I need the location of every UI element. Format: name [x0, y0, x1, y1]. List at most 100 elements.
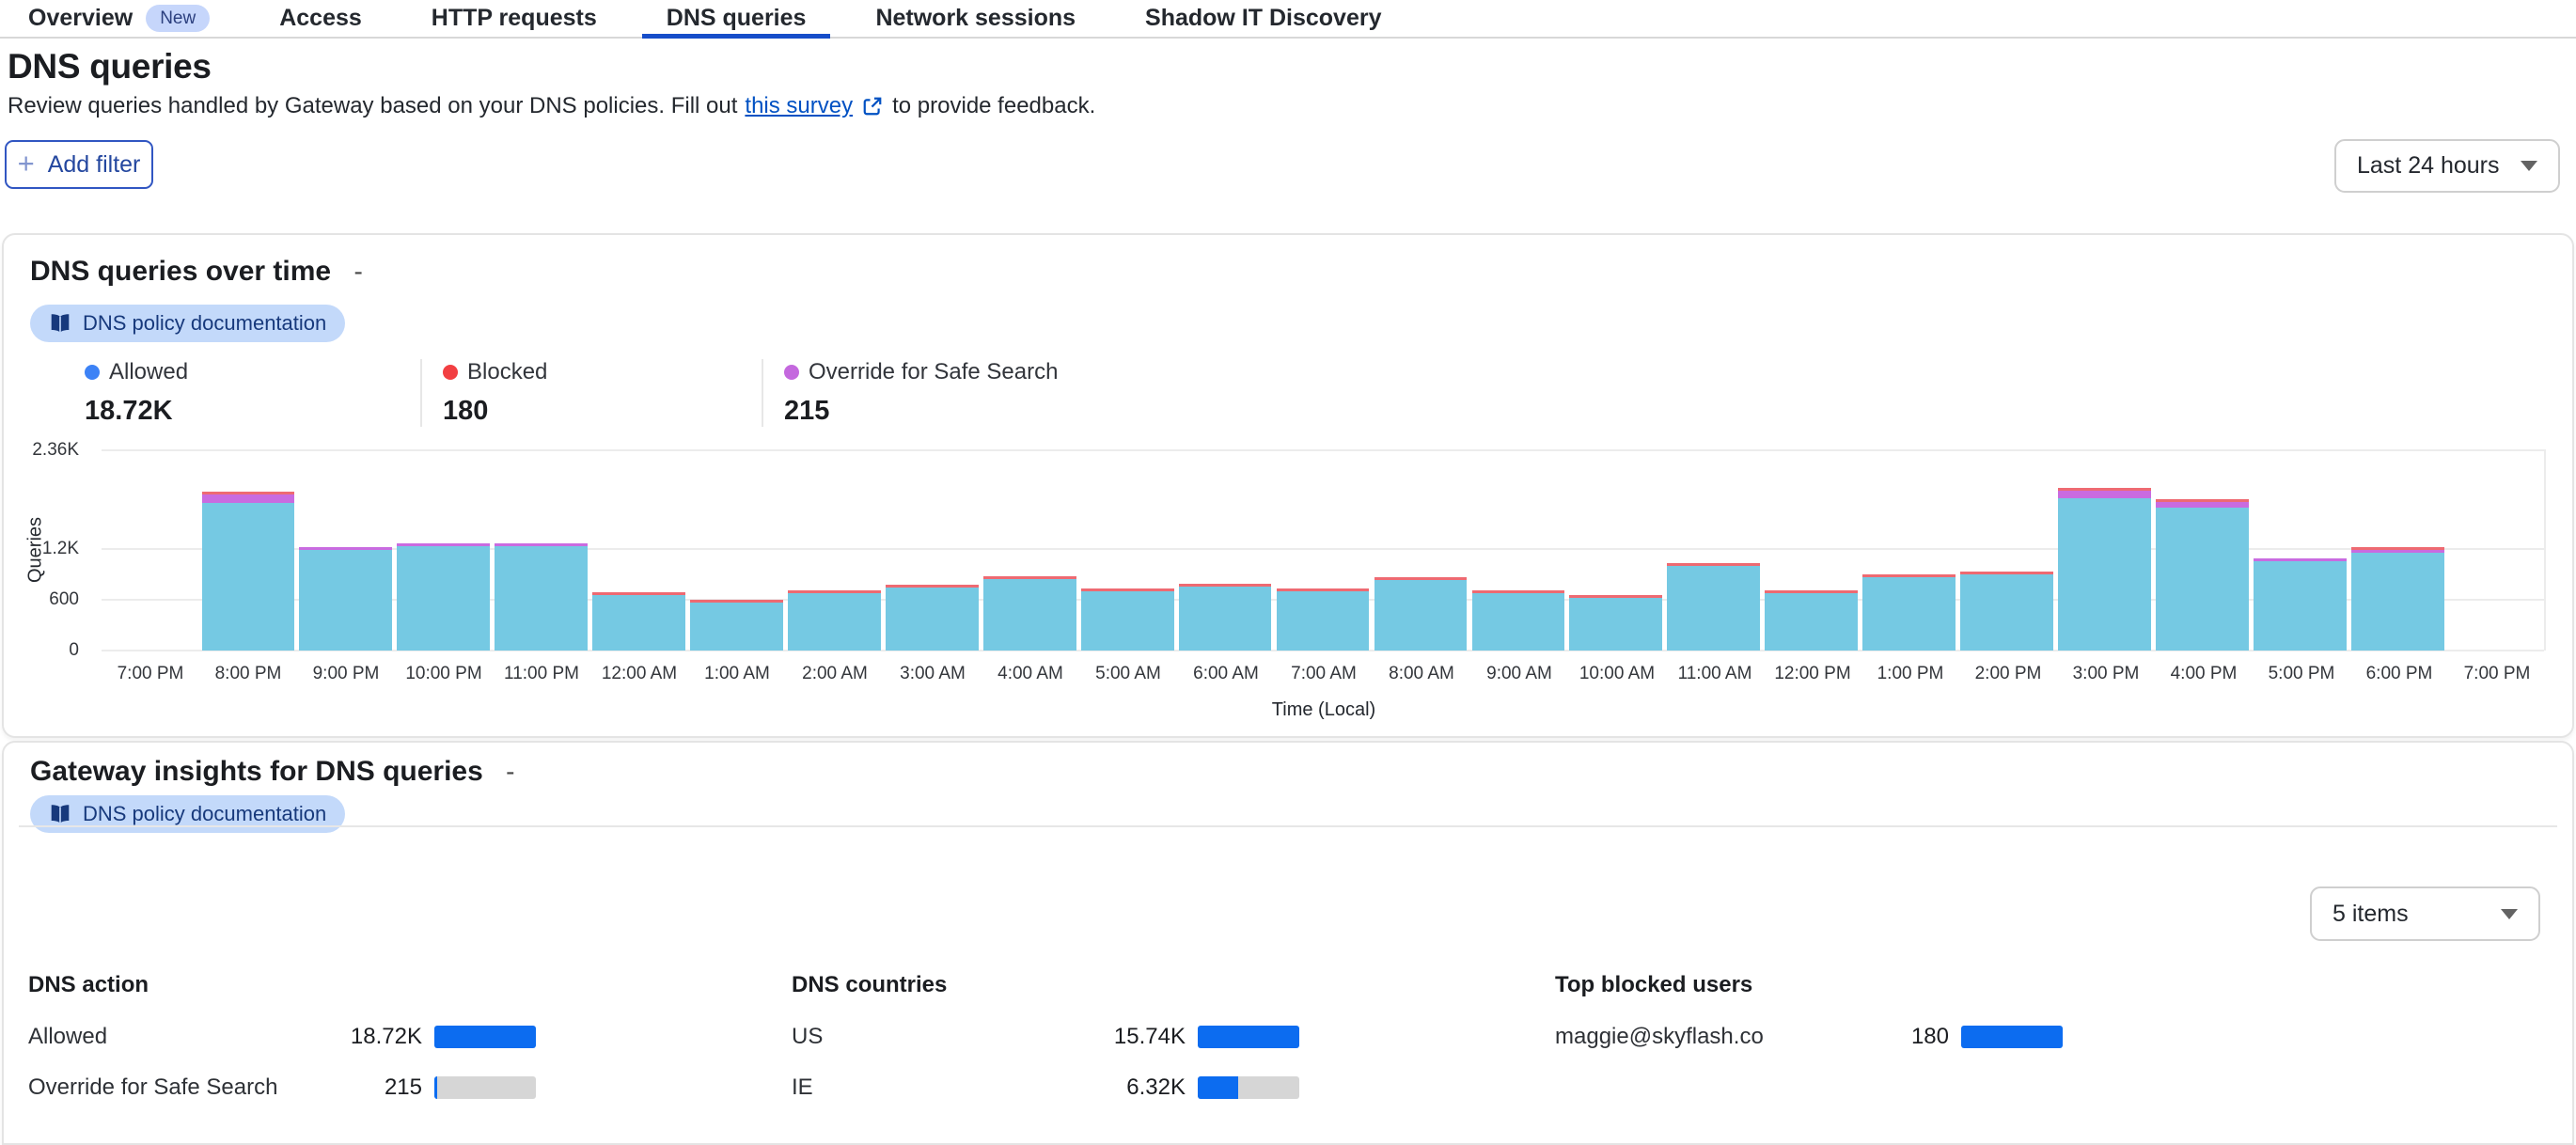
legend-label: Allowed: [109, 359, 189, 384]
stacked-bar[interactable]: [397, 543, 491, 651]
tab-access[interactable]: Access: [279, 0, 362, 37]
insight-column-dns-countries: DNS countries US 15.74K IE 6.32K: [792, 972, 1555, 1100]
row-value: 18.72K: [350, 1024, 422, 1049]
gridline: [102, 448, 2544, 451]
bar-segment-blocked: [982, 575, 1076, 579]
stacked-bar[interactable]: [2350, 547, 2444, 651]
dns-policy-doc-badge[interactable]: DNS policy documentation: [30, 305, 346, 343]
chart-slot: [199, 449, 297, 651]
bar-segment-allowed: [2058, 497, 2151, 651]
external-link-icon: [862, 96, 883, 117]
tab-http-requests[interactable]: HTTP requests: [432, 0, 597, 37]
insight-column-top-blocked-users: Top blocked users maggie@skyflash.co 180: [1555, 972, 2318, 1100]
stacked-bar[interactable]: [788, 589, 881, 651]
row-bar-fill: [434, 1026, 536, 1048]
bar-segment-blocked: [1276, 588, 1370, 592]
x-tick-label: 2:00 AM: [802, 664, 868, 683]
chart-slot: [688, 449, 786, 651]
legend-entry: Override for Safe Search: [784, 359, 1058, 385]
insight-row[interactable]: US 15.74K: [792, 1024, 1299, 1049]
stacked-bar[interactable]: [2253, 557, 2347, 651]
column-header: DNS countries: [792, 972, 948, 997]
x-tick-label: 3:00 PM: [2072, 664, 2140, 683]
x-tick-label: 1:00 PM: [1877, 664, 1944, 683]
chart-slot: [2348, 449, 2446, 651]
legend-label: Blocked: [467, 359, 548, 384]
stacked-bar[interactable]: [1862, 573, 1956, 651]
chart-slot: [1665, 449, 1763, 651]
tab-shadow-it-discovery[interactable]: Shadow IT Discovery: [1145, 0, 1381, 37]
x-tick-label: 2:00 PM: [1974, 664, 2042, 683]
row-bar-track: [1961, 1026, 2063, 1048]
stacked-bar[interactable]: [495, 542, 588, 651]
bar-segment-allowed: [201, 502, 295, 651]
x-tick-label: 4:00 PM: [2170, 664, 2238, 683]
stacked-bar[interactable]: [982, 575, 1076, 651]
gridline: [102, 650, 2544, 651]
stacked-bar[interactable]: [299, 547, 393, 651]
stacked-bar[interactable]: [1667, 562, 1761, 651]
chart-slot: [395, 449, 493, 651]
stacked-bar[interactable]: [1569, 595, 1663, 651]
card-title: DNS queries over time -: [30, 256, 363, 288]
bar-segment-blocked: [2058, 488, 2151, 492]
column-header: DNS action: [28, 972, 149, 997]
stacked-bar[interactable]: [2058, 488, 2151, 651]
bar-segment-allowed: [788, 592, 881, 651]
chart-slot: [1274, 449, 1372, 651]
x-tick-label: 6:00 PM: [2365, 664, 2433, 683]
stacked-bar[interactable]: [592, 591, 685, 651]
stacked-bar[interactable]: [1178, 583, 1272, 651]
survey-link[interactable]: this survey: [745, 93, 854, 118]
stacked-bar[interactable]: [1471, 590, 1565, 651]
row-value: 180: [1910, 1024, 1949, 1049]
bar-segment-allowed: [885, 588, 979, 651]
book-icon: [51, 805, 70, 823]
items-count-value: 5 items: [2333, 900, 2409, 927]
section-divider: [19, 825, 2557, 827]
time-range-select[interactable]: Last 24 hours: [2334, 139, 2560, 193]
bar-segment-allowed: [690, 602, 783, 651]
description-text-suffix: to provide feedback.: [892, 93, 1096, 118]
y-tick-label: 2.36K: [32, 439, 79, 460]
legend-item-override-for-safe-search: Override for Safe Search 215: [762, 359, 1086, 427]
stacked-bar[interactable]: [2155, 499, 2249, 651]
stacked-bar[interactable]: [1960, 572, 2053, 651]
x-tick-label: 8:00 PM: [214, 664, 282, 683]
legend-entry: Blocked: [443, 359, 733, 385]
items-count-select[interactable]: 5 items: [2310, 886, 2540, 941]
x-tick-label: 7:00 PM: [2463, 664, 2531, 683]
add-filter-button[interactable]: + Add filter: [5, 140, 153, 189]
chart-slot: [1567, 449, 1665, 651]
tab-network-sessions[interactable]: Network sessions: [875, 0, 1076, 37]
bar-segment-override-for-safe-search: [2155, 502, 2249, 508]
book-icon: [51, 314, 70, 333]
bar-segment-blocked: [201, 491, 295, 494]
bar-segment-blocked: [2155, 499, 2249, 503]
insight-row[interactable]: Override for Safe Search 215: [28, 1074, 536, 1100]
stacked-bar[interactable]: [1276, 588, 1370, 651]
stacked-bar[interactable]: [690, 599, 783, 651]
bar-segment-allowed: [2253, 560, 2347, 651]
bar-segment-allowed: [592, 594, 685, 651]
stacked-bar[interactable]: [1765, 590, 1858, 651]
stacked-bar[interactable]: [201, 491, 295, 651]
dns-policy-doc-badge[interactable]: DNS policy documentation: [30, 795, 346, 834]
tab-label: DNS queries: [666, 5, 807, 31]
x-tick-label: 10:00 PM: [405, 664, 482, 683]
insight-row[interactable]: maggie@skyflash.co 180: [1555, 1024, 2063, 1049]
time-range-value: Last 24 hours: [2357, 152, 2500, 179]
bar-segment-allowed: [1178, 586, 1272, 651]
dns-queries-bar-chart[interactable]: [102, 448, 2546, 651]
stacked-bar[interactable]: [1080, 588, 1174, 651]
stacked-bar[interactable]: [885, 585, 979, 651]
insight-row[interactable]: Allowed 18.72K: [28, 1024, 536, 1049]
tab-overview[interactable]: Overview New: [28, 0, 211, 37]
new-badge: New: [146, 5, 211, 32]
chart-slot: [2251, 449, 2348, 651]
tab-dns-queries[interactable]: DNS queries: [641, 0, 831, 39]
bar-segment-blocked: [1374, 577, 1468, 581]
y-tick-label: 600: [49, 588, 79, 609]
stacked-bar[interactable]: [1374, 577, 1468, 651]
insight-row[interactable]: IE 6.32K: [792, 1074, 1299, 1100]
